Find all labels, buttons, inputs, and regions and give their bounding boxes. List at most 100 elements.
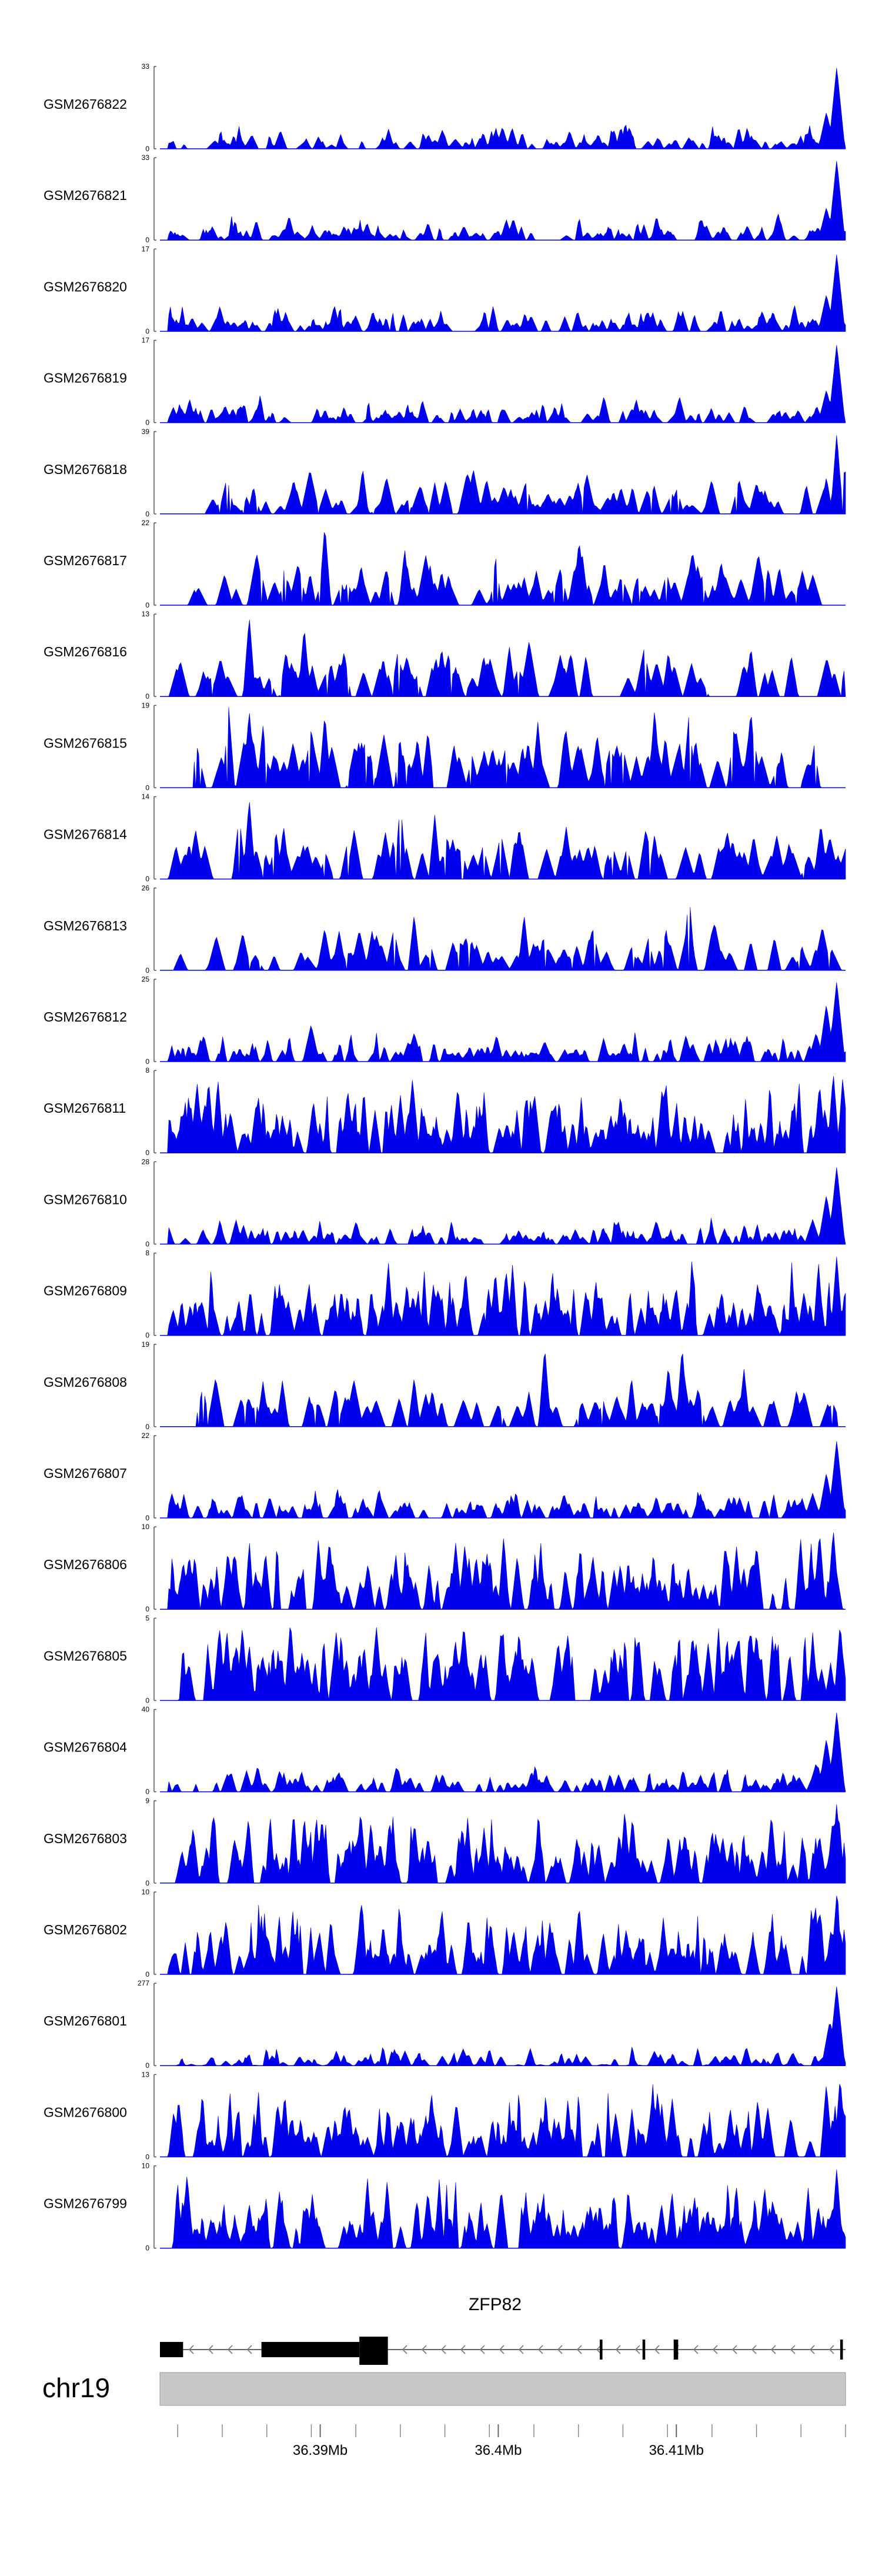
coverage-area	[160, 1712, 846, 1793]
y-max-label: 5	[145, 1614, 149, 1622]
track-GSM2676814: GSM2676814 14 0	[44, 793, 846, 883]
y-max-label: 28	[142, 1157, 150, 1166]
y-zero-label: 0	[145, 1970, 149, 1978]
coverage-area	[160, 907, 846, 971]
track-name-label: GSM2676815	[44, 735, 127, 750]
y-zero-label: 0	[145, 966, 149, 975]
y-max-label: 10	[142, 1888, 150, 1896]
track-GSM2676815: GSM2676815 19 0	[44, 701, 846, 792]
strand-arrow	[440, 2345, 446, 2354]
y-zero-label: 0	[145, 783, 149, 792]
track-name-label: GSM2676808	[44, 1374, 127, 1390]
coverage-area	[160, 1353, 846, 1427]
y-zero-label: 0	[145, 2061, 149, 2070]
y-zero-label: 0	[145, 145, 149, 153]
y-zero-label: 0	[145, 510, 149, 518]
strand-arrow	[615, 2345, 621, 2354]
coverage-area	[160, 619, 846, 698]
track-GSM2676804: GSM2676804 40 0	[44, 1706, 846, 1796]
y-max-label: 13	[142, 2070, 150, 2078]
track-GSM2676822: GSM2676822 33 0	[44, 62, 846, 153]
track-name-label: GSM2676818	[44, 462, 127, 477]
strand-arrow	[557, 2345, 563, 2354]
strand-arrow	[596, 2345, 602, 2354]
y-zero-label: 0	[145, 327, 149, 335]
y-max-label: 10	[142, 1523, 150, 1531]
y-max-label: 8	[145, 1066, 149, 1075]
y-max-label: 17	[142, 336, 150, 345]
y-zero-label: 0	[145, 1605, 149, 1613]
strand-arrow	[421, 2345, 427, 2354]
track-GSM2676808: GSM2676808 19 0	[44, 1340, 846, 1431]
strand-arrow	[576, 2345, 582, 2354]
track-GSM2676819: GSM2676819 17 0	[44, 336, 846, 427]
y-max-label: 22	[142, 1432, 150, 1440]
track-name-label: GSM2676803	[44, 1831, 127, 1846]
strand-arrow	[188, 2345, 194, 2354]
track-name-label: GSM2676809	[44, 1283, 127, 1299]
coverage-area	[160, 1986, 846, 2067]
strand-arrow	[537, 2345, 543, 2354]
coverage-area	[160, 2169, 846, 2248]
coverage-area	[160, 2084, 846, 2158]
strand-arrow	[712, 2345, 718, 2354]
track-name-label: GSM2676810	[44, 1192, 127, 1207]
track-name-label: GSM2676806	[44, 1557, 127, 1572]
coverage-area	[160, 1441, 846, 1519]
track-GSM2676812: GSM2676812 25 0	[44, 975, 846, 1066]
track-GSM2676809: GSM2676809 8 0	[44, 1249, 846, 1340]
y-max-label: 277	[138, 1979, 149, 1987]
y-max-label: 19	[142, 701, 150, 709]
track-GSM2676818: GSM2676818 39 0	[44, 428, 846, 518]
y-zero-label: 0	[145, 1696, 149, 1704]
y-max-label: 17	[142, 245, 150, 253]
coverage-area	[160, 1896, 846, 1976]
exon	[642, 2340, 646, 2360]
strand-arrow	[828, 2345, 834, 2354]
coverage-area	[160, 1532, 846, 1610]
track-name-label: GSM2676799	[44, 2196, 127, 2211]
strand-arrow	[634, 2345, 640, 2354]
coverage-area	[160, 802, 846, 880]
exon	[359, 2337, 388, 2365]
track-GSM2676805: GSM2676805 5 0	[44, 1614, 846, 1704]
y-max-label: 19	[142, 1340, 150, 1349]
strand-arrow	[499, 2345, 505, 2354]
track-GSM2676802: GSM2676802 10 0	[44, 1888, 846, 1978]
axis-tick-label: 36.4Mb	[475, 2442, 522, 2458]
y-max-label: 13	[142, 610, 150, 618]
gene-name-label: ZFP82	[469, 2295, 522, 2314]
y-zero-label: 0	[145, 1514, 149, 1522]
y-max-label: 22	[142, 519, 150, 527]
strand-arrow	[770, 2345, 776, 2354]
track-name-label: GSM2676819	[44, 371, 127, 386]
gene-model	[160, 2337, 846, 2365]
y-max-label: 25	[142, 975, 150, 983]
track-GSM2676806: GSM2676806 10 0	[44, 1523, 846, 1613]
exon	[673, 2340, 679, 2360]
y-zero-label: 0	[145, 1788, 149, 1796]
coverage-area	[160, 68, 846, 149]
track-GSM2676816: GSM2676816 13 0	[44, 610, 846, 700]
coverage-area	[160, 1804, 846, 1884]
exon	[261, 2342, 360, 2357]
track-name-label: GSM2676817	[44, 553, 127, 568]
track-GSM2676820: GSM2676820 17 0	[44, 245, 846, 335]
track-name-label: GSM2676822	[44, 96, 127, 112]
strand-arrow	[809, 2345, 815, 2354]
track-name-label: GSM2676821	[44, 188, 127, 203]
coverage-area	[160, 1076, 846, 1153]
y-max-label: 14	[142, 793, 150, 801]
y-zero-label: 0	[145, 1240, 149, 1248]
y-max-label: 9	[145, 1797, 149, 1805]
y-zero-label: 0	[145, 419, 149, 427]
chromosome-ideogram: chr19	[42, 2372, 846, 2406]
strand-arrow	[751, 2345, 757, 2354]
y-max-label: 10	[142, 2162, 150, 2170]
y-max-label: 33	[142, 154, 150, 162]
y-max-label: 8	[145, 1249, 149, 1257]
track-GSM2676821: GSM2676821 33 0	[44, 154, 846, 244]
strand-arrow	[518, 2345, 524, 2354]
coverage-area	[160, 1256, 846, 1336]
track-GSM2676800: GSM2676800 13 0	[44, 2070, 846, 2161]
